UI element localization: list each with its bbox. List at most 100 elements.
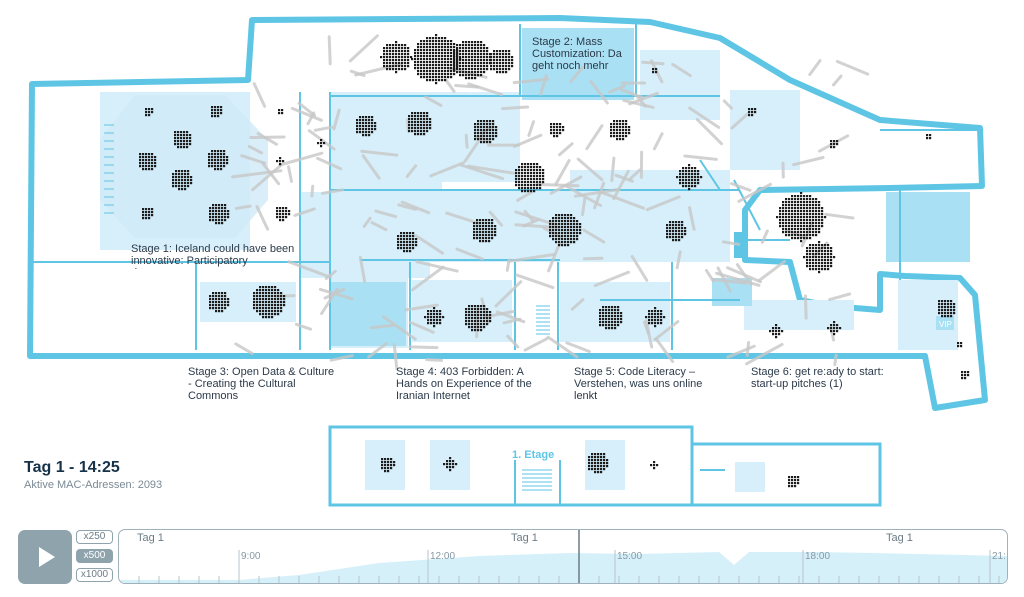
person-dot bbox=[527, 187, 530, 190]
person-dot bbox=[794, 479, 797, 482]
person-dot bbox=[371, 131, 374, 134]
person-dot bbox=[809, 247, 812, 250]
person-dot bbox=[797, 234, 800, 237]
person-dot bbox=[215, 210, 218, 213]
person-dot bbox=[435, 73, 438, 76]
person-dot bbox=[489, 317, 492, 320]
person-dot bbox=[262, 313, 265, 316]
person-dot bbox=[488, 219, 491, 222]
speed-x250-button[interactable]: x250 bbox=[76, 530, 113, 544]
stage-4-label[interactable]: Stage 4: 403 Forbidden: A Hands on Exper… bbox=[396, 366, 532, 402]
movement-track bbox=[501, 105, 530, 111]
person-dot bbox=[518, 172, 521, 175]
movement-track bbox=[408, 320, 435, 334]
person-dot bbox=[809, 234, 812, 237]
person-dot bbox=[800, 231, 803, 234]
stage-3-label[interactable]: Stage 3: Open Data & Culture - Creating … bbox=[188, 366, 335, 402]
person-dot bbox=[383, 53, 386, 56]
person-dot bbox=[429, 46, 432, 49]
person-dot bbox=[435, 58, 438, 61]
play-button[interactable] bbox=[18, 530, 72, 584]
person-dot bbox=[189, 143, 192, 146]
person-dot bbox=[468, 317, 471, 320]
stage-1-label[interactable]: Stage 1: Iceland could have been innovat… bbox=[131, 243, 295, 269]
person-dot bbox=[390, 461, 393, 464]
person-dot bbox=[142, 153, 145, 156]
person-dot bbox=[570, 226, 573, 229]
person-dot bbox=[812, 247, 815, 250]
speed-x1000-button[interactable]: x1000 bbox=[76, 568, 113, 582]
person-dot bbox=[221, 301, 224, 304]
person-dot bbox=[184, 179, 187, 182]
person-dot bbox=[779, 207, 782, 210]
person-dot bbox=[836, 330, 839, 333]
person-dot bbox=[256, 295, 259, 298]
person-dot bbox=[387, 467, 390, 470]
person-dot bbox=[480, 311, 483, 314]
timeline-scrubber[interactable]: Tag 1 Tag 1 Tag 1 9:00 12:00 15:00 18:00… bbox=[118, 529, 1008, 584]
person-dot bbox=[450, 73, 453, 76]
person-dot bbox=[827, 250, 830, 253]
person-dot bbox=[608, 306, 611, 309]
person-dot bbox=[821, 210, 824, 213]
person-dot bbox=[432, 67, 435, 70]
person-dot bbox=[830, 259, 833, 262]
person-dot bbox=[449, 460, 452, 463]
person-dot bbox=[483, 323, 486, 326]
person-dot bbox=[256, 307, 259, 310]
person-dot bbox=[362, 131, 365, 134]
activity-area bbox=[119, 552, 1007, 583]
person-dot bbox=[441, 49, 444, 52]
person-dot bbox=[688, 167, 691, 170]
person-dot bbox=[617, 315, 620, 318]
person-dot bbox=[215, 307, 218, 310]
person-dot bbox=[947, 309, 950, 312]
person-dot bbox=[521, 169, 524, 172]
person-dot bbox=[443, 463, 446, 466]
person-dot bbox=[682, 182, 685, 185]
person-dot bbox=[423, 43, 426, 46]
person-dot bbox=[426, 61, 429, 64]
person-dot bbox=[483, 314, 486, 317]
person-dot bbox=[567, 235, 570, 238]
person-dot bbox=[672, 239, 675, 242]
person-dot bbox=[441, 58, 444, 61]
person-dot bbox=[390, 458, 393, 461]
person-dot bbox=[530, 187, 533, 190]
person-dot bbox=[564, 217, 567, 220]
person-dot bbox=[588, 462, 591, 465]
speed-x500-button[interactable]: x500 bbox=[76, 549, 113, 563]
person-dot bbox=[944, 315, 947, 318]
person-dot bbox=[218, 295, 221, 298]
person-dot bbox=[265, 289, 268, 292]
person-dot bbox=[368, 119, 371, 122]
person-dot bbox=[209, 307, 212, 310]
movement-track bbox=[313, 125, 334, 132]
person-dot bbox=[186, 140, 189, 143]
person-dot bbox=[262, 307, 265, 310]
person-dot bbox=[409, 244, 412, 247]
person-dot bbox=[477, 71, 480, 74]
person-dot bbox=[477, 56, 480, 59]
stage-2-label[interactable]: Stage 2: Mass Customization: Da geht noc… bbox=[532, 36, 622, 72]
person-dot bbox=[423, 76, 426, 79]
person-dot bbox=[212, 301, 215, 304]
person-dot bbox=[613, 135, 616, 138]
person-dot bbox=[553, 123, 556, 126]
person-dot bbox=[570, 232, 573, 235]
person-dot bbox=[672, 236, 675, 239]
person-dot bbox=[800, 216, 803, 219]
stage-5-label[interactable]: Stage 5: Code Literacy – Verstehen, was … bbox=[574, 366, 703, 402]
person-dot bbox=[809, 250, 812, 253]
stage-6-label[interactable]: Stage 6: get re:ady to start: start-up p… bbox=[751, 366, 884, 390]
person-dot bbox=[489, 311, 492, 314]
person-dot bbox=[542, 175, 545, 178]
person-dot bbox=[672, 227, 675, 230]
person-dot bbox=[679, 173, 682, 176]
person-dot bbox=[657, 313, 660, 316]
person-dot bbox=[279, 219, 282, 222]
person-dot bbox=[536, 175, 539, 178]
person-dot bbox=[694, 182, 697, 185]
person-dot bbox=[433, 310, 436, 313]
person-dot bbox=[215, 295, 218, 298]
